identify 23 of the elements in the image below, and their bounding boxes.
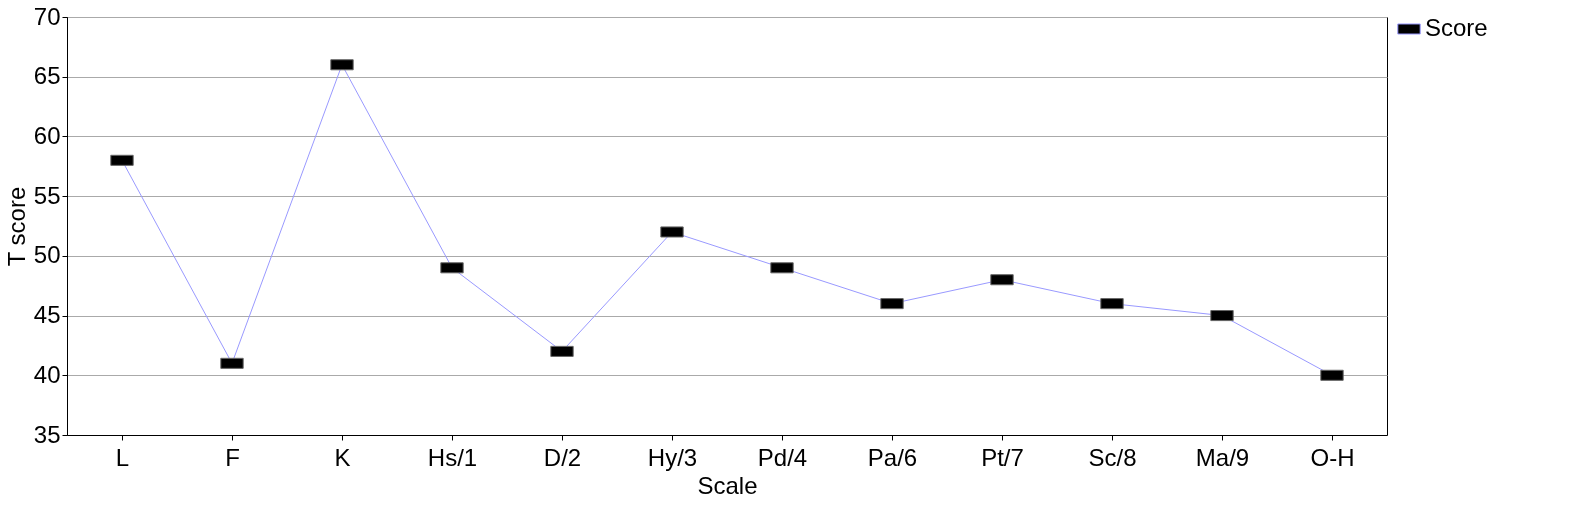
x-tick-label: Ma/9 — [1195, 443, 1250, 471]
x-tick-label: Sc/8 — [1088, 443, 1137, 471]
y-tick-label: 60 — [33, 121, 61, 149]
x-tick-label: D/2 — [543, 443, 582, 471]
y-tick-label: 40 — [33, 360, 61, 388]
y-axis-title: T score — [2, 186, 30, 267]
y-tick-label: 35 — [33, 420, 61, 448]
y-tick-label: 55 — [33, 181, 61, 209]
y-tick-label: 45 — [33, 301, 61, 329]
y-tick-label: 50 — [33, 241, 61, 269]
y-tick-label: 70 — [33, 2, 61, 30]
x-axis-title: Scale — [697, 471, 758, 499]
x-tick-label: Hs/1 — [427, 443, 478, 471]
x-tick-label: F — [225, 443, 240, 471]
x-tick-label: L — [115, 443, 130, 471]
x-tick-label: K — [334, 443, 351, 471]
x-tick-label: O-H — [1310, 443, 1355, 471]
y-tick-label: 65 — [33, 62, 61, 90]
x-tick-label: Pt/7 — [981, 443, 1024, 471]
x-tick-label: Hy/3 — [647, 443, 698, 471]
legend-label: Score — [1425, 14, 1488, 41]
x-tick-label: Pa/6 — [867, 443, 918, 471]
x-tick-label: Pd/4 — [757, 443, 808, 471]
